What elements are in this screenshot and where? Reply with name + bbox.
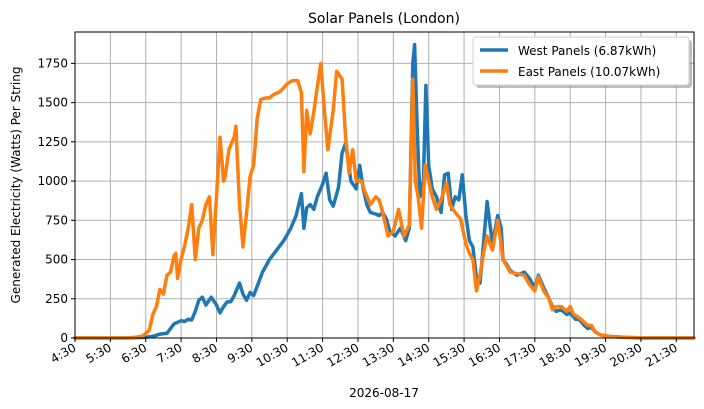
x-tick-label: 14:30 (395, 340, 432, 369)
legend-label-east: East Panels (10.07kWh) (518, 65, 660, 79)
chart-title: Solar Panels (London) (308, 11, 460, 27)
x-axis-label: 2026-08-17 (349, 386, 419, 400)
x-tick-label: 8:30 (190, 340, 220, 366)
x-tick-label: 18:30 (537, 340, 574, 369)
x-tick-label: 16:30 (466, 340, 503, 369)
y-tick-label: 1000 (37, 174, 68, 188)
y-axis: 0 250 500 750 1000 1250 1500 1750 (37, 56, 75, 345)
x-tick-label: 10:30 (254, 340, 291, 369)
plot-frame (74, 31, 695, 339)
legend: West Panels (6.87kWh) East Panels (10.07… (472, 36, 692, 88)
legend-label-west: West Panels (6.87kWh) (518, 44, 656, 58)
x-tick-label: 9:30 (225, 340, 255, 366)
x-tick-label: 12:30 (325, 340, 362, 369)
x-tick-label: 20:30 (607, 340, 644, 369)
x-tick-label: 7:30 (154, 340, 184, 366)
y-axis-label: Generated Electricity (Watts) Per String (9, 67, 23, 304)
x-tick-label: 19:30 (572, 340, 609, 369)
series-line-east (73, 61, 696, 340)
y-tick-label: 500 (45, 253, 68, 267)
y-tick-label: 0 (60, 331, 68, 345)
x-tick-label: 15:30 (431, 340, 468, 369)
x-tick-label: 6:30 (119, 340, 149, 366)
y-tick-label: 1750 (37, 56, 68, 70)
y-tick-label: 250 (45, 292, 68, 306)
x-tick-label: 4:30 (48, 340, 78, 366)
y-tick-label: 1500 (37, 96, 68, 110)
x-tick-label: 5:30 (84, 340, 114, 366)
x-tick-label: 13:30 (360, 340, 397, 369)
x-axis: 4:30 5:30 6:30 7:30 8:30 9:3010:3011:3012:301… (48, 338, 680, 370)
legend-box (472, 36, 690, 86)
x-tick-label: 11:30 (289, 340, 326, 369)
y-tick-label: 750 (45, 213, 68, 227)
y-tick-label: 1250 (37, 135, 68, 149)
x-tick-label: 17:30 (501, 340, 538, 369)
x-tick-label: 21:30 (643, 340, 680, 369)
series-layer (73, 42, 696, 340)
series-line-west (73, 42, 696, 340)
